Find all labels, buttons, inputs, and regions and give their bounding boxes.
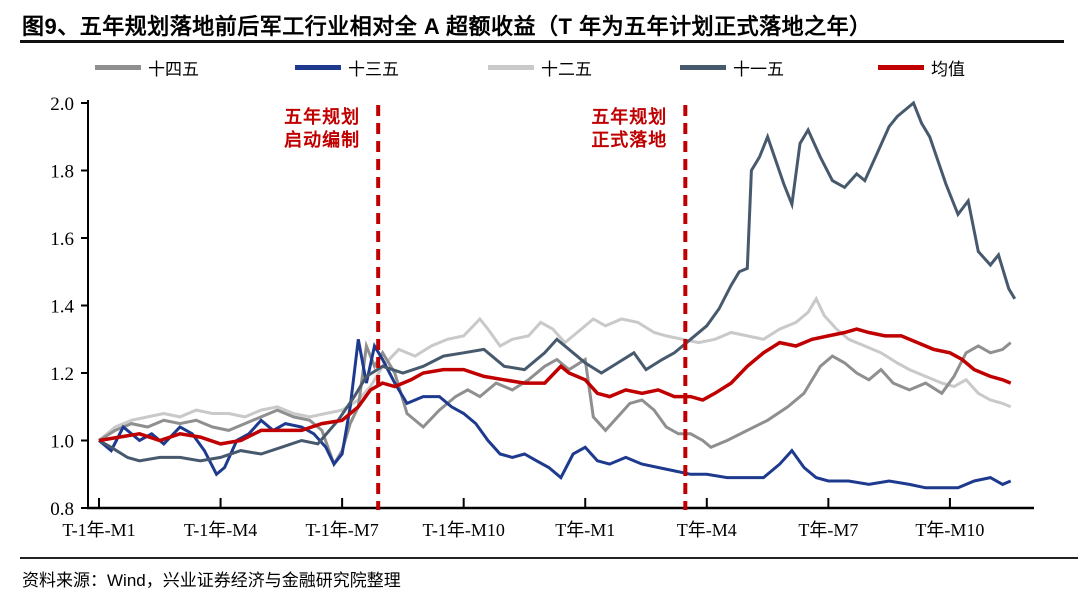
legend-item-11-5: 十一五 <box>680 56 784 79</box>
source-divider <box>20 557 1078 559</box>
series-line-13-5 <box>98 339 1012 490</box>
x-tick-label: T年-M4 <box>677 520 737 540</box>
chart-plot: 0.8 1.0 1.2 1.4 1.6 1.8 2.0 T-1年-M1 T-1年-M4 T-1年-… <box>50 94 1034 540</box>
legend-swatch <box>95 64 141 70</box>
x-tick-label: T-1年-M7 <box>305 520 378 540</box>
legend-item-mean: 均值 <box>878 56 965 79</box>
y-tick-label: 0.8 <box>50 499 74 520</box>
annotation-line: 五年规划 <box>591 107 668 127</box>
annotation-line: 五年规划 <box>284 107 361 127</box>
y-tick-label: 2.0 <box>50 94 74 115</box>
legend-swatch <box>878 64 924 70</box>
figure-title: 图9、五年规划落地前后军工行业相对全 A 超额收益（T 年为五年计划正式落地之年… <box>22 14 872 39</box>
series-line-11-5 <box>98 100 1017 463</box>
series-line-mean <box>98 327 1012 446</box>
y-tick-label: 1.8 <box>50 162 74 183</box>
y-tick-label: 1.2 <box>50 364 74 385</box>
x-tick-label: T年-M1 <box>555 520 615 540</box>
legend-label: 十三五 <box>348 59 399 79</box>
legend-label: 十四五 <box>148 59 199 79</box>
legend-item-12-5: 十二五 <box>488 56 592 79</box>
series-line-12-5 <box>98 295 1012 442</box>
title-divider <box>20 40 1064 43</box>
legend-item-13-5: 十三五 <box>295 56 399 79</box>
legend-label: 均值 <box>931 59 965 79</box>
legend-item-14-5: 十四五 <box>95 56 199 79</box>
y-tick-label: 1.0 <box>50 432 74 453</box>
y-tick-label: 1.6 <box>50 229 74 250</box>
annotation-line: 正式落地 <box>591 130 668 150</box>
legend-label: 十一五 <box>733 59 784 79</box>
annotation-2: 五年规划 正式落地 <box>591 106 667 152</box>
x-tick-label: T-1年-M10 <box>423 520 505 540</box>
annotation-line: 启动编制 <box>284 130 361 150</box>
series-line-14-5 <box>98 340 1012 468</box>
legend-swatch <box>295 64 341 70</box>
annotation-1: 五年规划 启动编制 <box>284 106 360 152</box>
legend-swatch <box>488 64 534 70</box>
x-tick-label: T-1年-M1 <box>62 520 135 540</box>
x-tick-label: T-1年-M4 <box>184 520 257 540</box>
y-tick-label: 1.4 <box>50 297 74 318</box>
legend-swatch <box>680 64 726 70</box>
chart-legend: 十四五 十三五 十二五 十一五 均值 <box>0 56 1080 80</box>
x-tick-label: T年-M10 <box>915 520 984 540</box>
legend-label: 十二五 <box>541 59 592 79</box>
source-note: 资料来源：Wind，兴业证券经济与金融研究院整理 <box>22 571 401 590</box>
x-tick-label: T年-M7 <box>798 520 858 540</box>
